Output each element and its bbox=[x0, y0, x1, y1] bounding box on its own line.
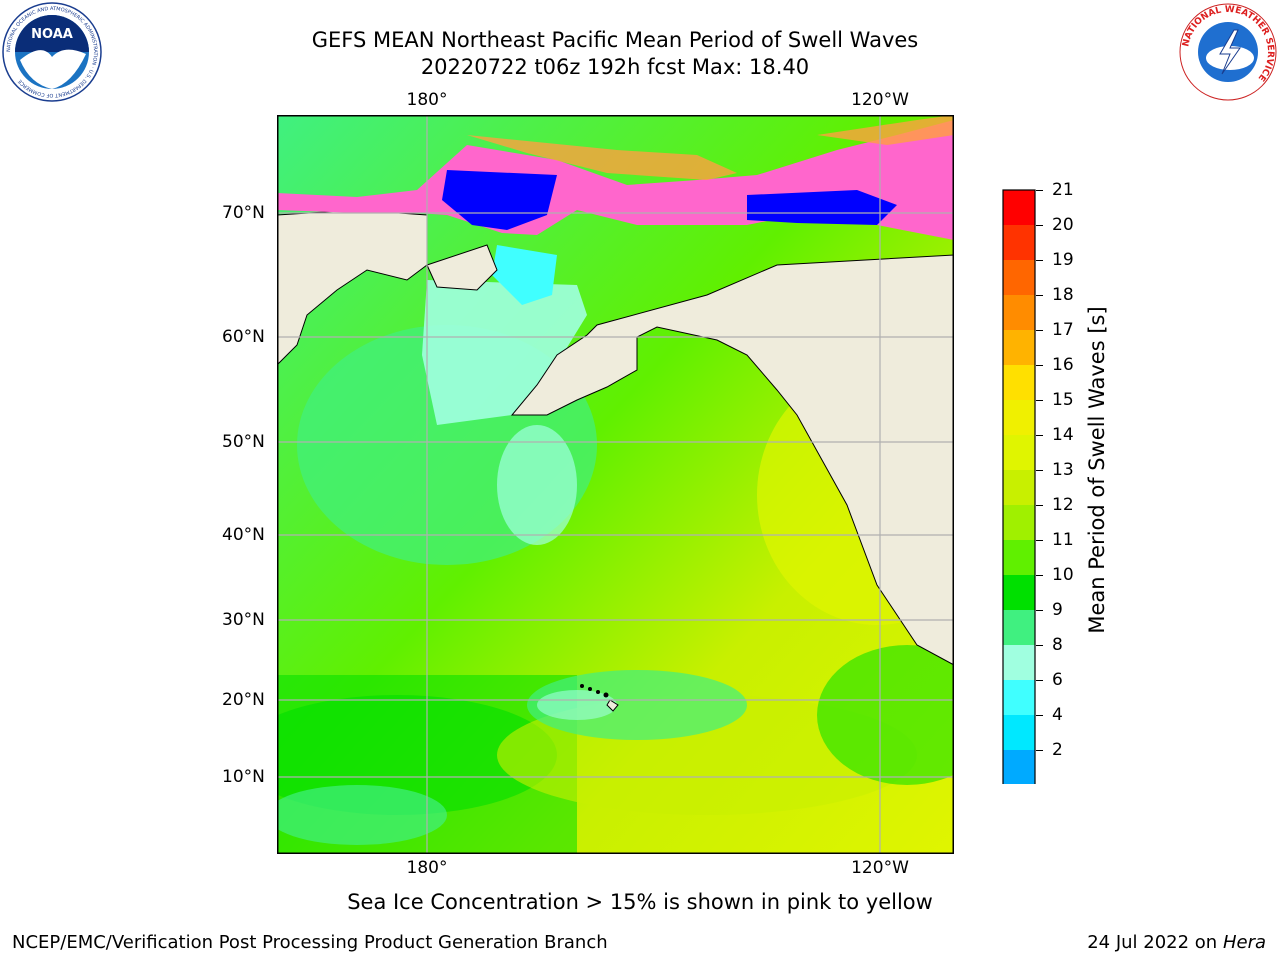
colorbar-tick-label: 20 bbox=[1052, 215, 1074, 235]
ice-note: Sea Ice Concentration > 15% is shown in … bbox=[347, 890, 933, 914]
lat-label-20n: 20°N bbox=[222, 690, 265, 710]
colorbar-segment bbox=[1003, 435, 1035, 470]
colorbar-tick-label: 17 bbox=[1052, 320, 1074, 340]
colorbar-tick-mark bbox=[1036, 749, 1043, 751]
ocean-patch bbox=[267, 785, 447, 845]
colorbar-svg bbox=[1002, 189, 1036, 850]
colorbar-tick-mark bbox=[1036, 469, 1043, 471]
swell-period-map bbox=[237, 115, 997, 854]
colorbar-tick-mark bbox=[1036, 504, 1043, 506]
noaa-logo: NATIONAL OCEANIC AND ATMOSPHERIC ADMINIS… bbox=[2, 2, 102, 102]
chart-subtitle: 20220722 t06z 192h fcst Max: 18.40 bbox=[420, 55, 810, 79]
arctic-deep-blue bbox=[747, 190, 897, 225]
colorbar-tick-mark bbox=[1036, 644, 1043, 646]
lon-label-bottom-120w: 120°W bbox=[851, 858, 909, 878]
colorbar-segment bbox=[1003, 365, 1035, 400]
colorbar-segment bbox=[1003, 715, 1035, 750]
lon-label-top-180: 180° bbox=[406, 90, 448, 110]
lat-label-60n: 60°N bbox=[222, 327, 265, 347]
colorbar bbox=[1002, 188, 1036, 850]
bering-sea-field bbox=[422, 280, 587, 425]
colorbar-segment bbox=[1003, 470, 1035, 505]
colorbar-tick-label: 8 bbox=[1052, 635, 1063, 655]
colorbar-tick-mark bbox=[1036, 609, 1043, 611]
colorbar-tick-label: 13 bbox=[1052, 460, 1074, 480]
map-panel bbox=[237, 115, 997, 854]
colorbar-segment bbox=[1003, 260, 1035, 295]
lat-label-10n: 10°N bbox=[222, 767, 265, 787]
colorbar-segment bbox=[1003, 750, 1035, 785]
chart-title: GEFS MEAN Northeast Pacific Mean Period … bbox=[311, 28, 919, 52]
colorbar-tick-label: 11 bbox=[1052, 530, 1074, 550]
colorbar-tick-label: 15 bbox=[1052, 390, 1074, 410]
colorbar-tick-label: 12 bbox=[1052, 495, 1074, 515]
colorbar-tick-label: 21 bbox=[1052, 180, 1074, 200]
colorbar-tick-label: 19 bbox=[1052, 250, 1074, 270]
footer-date-text: 24 Jul 2022 on bbox=[1087, 932, 1223, 953]
ocean-patch bbox=[537, 690, 617, 720]
colorbar-tick-mark bbox=[1036, 364, 1043, 366]
lat-label-50n: 50°N bbox=[222, 432, 265, 452]
colorbar-segment bbox=[1003, 540, 1035, 575]
ocean-patch bbox=[497, 425, 577, 545]
lat-label-40n: 40°N bbox=[222, 525, 265, 545]
colorbar-tick-mark bbox=[1036, 224, 1043, 226]
footer-credit: NCEP/EMC/Verification Post Processing Pr… bbox=[12, 932, 608, 953]
colorbar-segment bbox=[1003, 400, 1035, 435]
lon-label-top-120w: 120°W bbox=[851, 90, 909, 110]
colorbar-tick-mark bbox=[1036, 434, 1043, 436]
colorbar-tick-label: 9 bbox=[1052, 600, 1063, 620]
sea-ice-edge bbox=[817, 115, 954, 145]
lat-label-70n: 70°N bbox=[222, 203, 265, 223]
map-gridlines bbox=[277, 115, 954, 854]
north-america-land bbox=[510, 254, 955, 666]
sea-ice-edge bbox=[467, 135, 737, 180]
colorbar-segment bbox=[1003, 645, 1035, 680]
arctic-deep-blue bbox=[442, 170, 557, 230]
colorbar-tick-mark bbox=[1036, 399, 1043, 401]
colorbar-segment bbox=[1003, 575, 1035, 610]
colorbar-segment bbox=[1003, 330, 1035, 365]
chukotka-land bbox=[426, 244, 498, 291]
hawaii-islands bbox=[580, 684, 619, 712]
noaa-logo-text: NOAA bbox=[31, 27, 73, 42]
colorbar-label: Mean Period of Swell Waves [s] bbox=[1085, 306, 1109, 634]
colorbar-tick-mark bbox=[1036, 539, 1043, 541]
colorbar-tick-mark bbox=[1036, 329, 1043, 331]
bering-strait-field bbox=[492, 245, 557, 305]
colorbar-tick-mark bbox=[1036, 574, 1043, 576]
colorbar-segment bbox=[1003, 225, 1035, 260]
lat-label-30n: 30°N bbox=[222, 610, 265, 630]
colorbar-tick-mark bbox=[1036, 259, 1043, 261]
colorbar-segment bbox=[1003, 190, 1035, 225]
colorbar-tick-label: 6 bbox=[1052, 670, 1063, 690]
colorbar-tick-mark bbox=[1036, 714, 1043, 716]
nws-logo: NATIONAL WEATHER SERVICE bbox=[1178, 2, 1278, 102]
map-frame bbox=[277, 115, 954, 854]
colorbar-segment bbox=[1003, 610, 1035, 645]
ocean-patch bbox=[237, 695, 557, 815]
ocean-patch bbox=[817, 645, 997, 785]
colorbar-tick-mark bbox=[1036, 294, 1043, 296]
lon-label-bottom-180: 180° bbox=[406, 858, 448, 878]
colorbar-segment bbox=[1003, 295, 1035, 330]
colorbar-tick-label: 18 bbox=[1052, 285, 1074, 305]
colorbar-segment bbox=[1003, 680, 1035, 715]
colorbar-segment bbox=[1003, 505, 1035, 540]
colorbar-tick-mark bbox=[1036, 189, 1043, 191]
colorbar-tick-mark bbox=[1036, 679, 1043, 681]
footer-date: 24 Jul 2022 on Hera bbox=[1087, 932, 1266, 953]
colorbar-tick-label: 10 bbox=[1052, 565, 1074, 585]
footer-host: Hera bbox=[1222, 932, 1266, 953]
colorbar-tick-label: 4 bbox=[1052, 705, 1063, 725]
colorbar-tick-label: 2 bbox=[1052, 740, 1063, 760]
colorbar-tick-label: 14 bbox=[1052, 425, 1074, 445]
colorbar-tick-label: 16 bbox=[1052, 355, 1074, 375]
